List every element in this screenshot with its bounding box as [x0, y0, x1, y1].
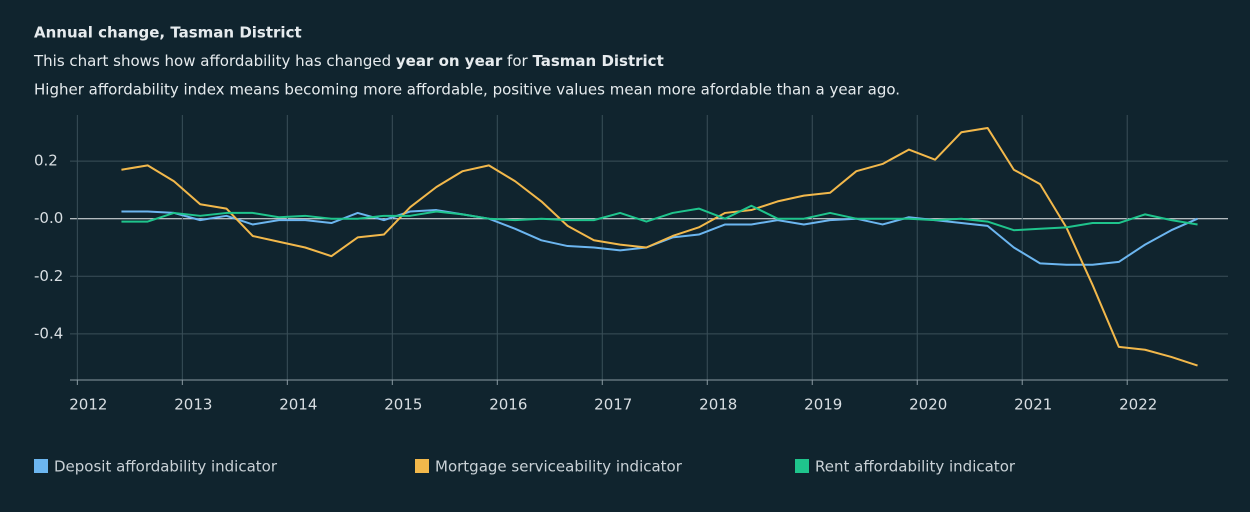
legend-swatch: [415, 459, 429, 473]
chart-title: Annual change, Tasman District: [34, 24, 302, 42]
y-tick-label: -0.0: [34, 209, 63, 227]
legend-label: Rent affordability indicator: [815, 458, 1016, 476]
subtitle-segment: Tasman District: [532, 52, 663, 70]
x-tick-label: 2014: [279, 396, 317, 414]
y-tick-label: -0.2: [34, 267, 63, 285]
x-tick-label: 2015: [384, 396, 422, 414]
x-tick-label: 2021: [1014, 396, 1052, 414]
x-tick-label: 2019: [804, 396, 842, 414]
legend-label: Mortgage serviceability indicator: [435, 458, 683, 476]
x-tick-label: 2020: [909, 396, 947, 414]
subtitle-segment: for: [502, 52, 532, 70]
x-tick-label: 2017: [594, 396, 632, 414]
x-tick-label: 2012: [69, 396, 107, 414]
subtitle-segment: This chart shows how affordability has c…: [33, 52, 396, 70]
subtitle-segment: year on year: [396, 52, 503, 70]
x-tick-label: 2018: [699, 396, 737, 414]
y-tick-label: -0.4: [34, 324, 63, 342]
series-line: [121, 126, 1198, 367]
y-tick-label: 0.2: [34, 152, 58, 170]
legend-swatch: [795, 459, 809, 473]
legend-label: Deposit affordability indicator: [54, 458, 278, 476]
chart-note: Higher affordability index means becomin…: [34, 81, 900, 99]
chart-subtitle: This chart shows how affordability has c…: [33, 52, 664, 70]
x-tick-label: 2013: [174, 396, 212, 414]
legend-swatch: [34, 459, 48, 473]
series-line: [121, 204, 1198, 232]
x-tick-label: 2016: [489, 396, 527, 414]
x-tick-label: 2022: [1119, 396, 1157, 414]
